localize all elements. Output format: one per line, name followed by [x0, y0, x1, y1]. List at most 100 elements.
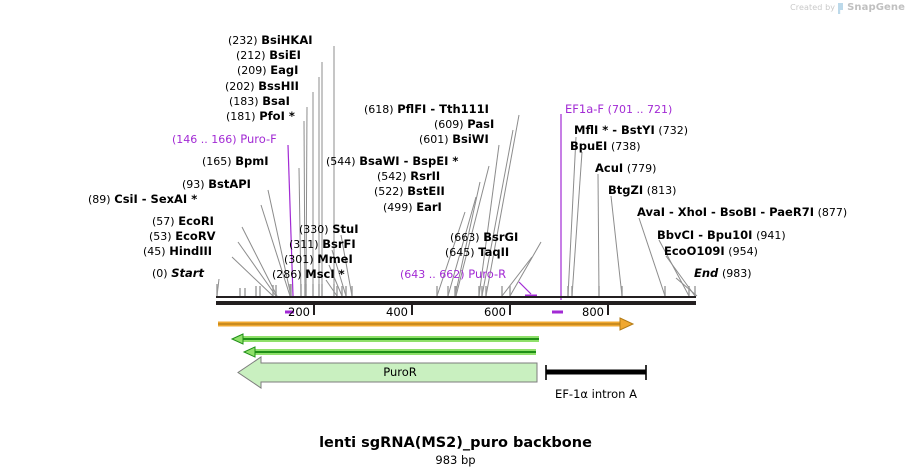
ruler-tick-600 [509, 305, 511, 315]
primer-position: (643 .. 662) [400, 268, 465, 281]
site-position: (209) [237, 64, 267, 77]
site-label-eari[interactable]: (499) EarI [383, 201, 442, 214]
site-label-bpuei[interactable]: BpuEI (738) [570, 140, 641, 153]
site-label-acui[interactable]: AcuI (779) [595, 162, 656, 175]
site-label-stui[interactable]: (330) StuI [299, 223, 359, 236]
site-name: EagI [270, 63, 299, 77]
site-position: (499) [383, 201, 413, 214]
site-position: (330) [299, 223, 329, 236]
site-position: (212) [236, 49, 266, 62]
site-name: MmeI [317, 252, 353, 266]
site-label-mflii-bstyi[interactable]: MflI * - BstYI (732) [574, 124, 688, 137]
primer-position: (701 .. 721) [607, 103, 673, 116]
site-name: HindIII [169, 244, 213, 258]
primer-name: Puro-F [240, 132, 277, 146]
site-label-pasi[interactable]: (609) PasI [434, 118, 494, 131]
site-name: BsaWI - BspEI * [359, 154, 459, 168]
site-position: (89) [88, 193, 111, 206]
snapgene-logo-icon [838, 2, 844, 14]
site-label-bstapi[interactable]: (93) BstAPI [182, 178, 251, 191]
ruler-tick-400 [411, 305, 413, 315]
site-label-ecorv[interactable]: (53) EcoRV [149, 230, 216, 243]
site-label-bpmi[interactable]: (165) BpmI [202, 155, 269, 168]
site-position: (93) [182, 178, 205, 191]
site-label-hindiii[interactable]: (45) HindIII [143, 245, 212, 258]
site-label-ecori[interactable]: (57) EcoRI [152, 215, 214, 228]
site-label-bsiwi[interactable]: (601) BsiWI [419, 133, 489, 146]
site-name: BpuEI [570, 139, 608, 153]
watermark-brand: SnapGene [847, 2, 905, 13]
site-name: CsiI - SexAI * [114, 192, 198, 206]
site-label-bsshii[interactable]: (202) BssHII [225, 80, 299, 93]
plasmid-length: 983 bp [435, 453, 476, 467]
primer-name: EF1a-F [565, 102, 605, 116]
site-name: AcuI [595, 161, 624, 175]
site-name: BsiHKAI [261, 33, 313, 47]
site-position: (202) [225, 80, 255, 93]
ruler-tick-label-600: 600 [484, 305, 506, 319]
site-name: BstAPI [208, 177, 251, 191]
site-position: (732) [658, 124, 689, 137]
primer-name: Puro-R [468, 267, 507, 281]
site-position: (954) [728, 245, 758, 258]
site-label-mmei[interactable]: (301) MmeI [284, 253, 353, 266]
site-position: (311) [289, 238, 319, 251]
site-label-rsrii[interactable]: (542) RsrII [377, 170, 440, 183]
site-name: BsrFI [322, 237, 356, 251]
site-name: RsrII [410, 169, 441, 183]
site-name: EcoRV [175, 229, 216, 243]
site-position: (983) [721, 267, 752, 280]
site-label-bsihkai[interactable]: (232) BsiHKAI [228, 34, 313, 47]
site-name: BsiEI [269, 48, 301, 62]
site-position: (183) [229, 95, 259, 108]
site-label-bsteii[interactable]: (522) BstEII [374, 185, 445, 198]
site-label-end[interactable]: End (983) [694, 267, 752, 280]
ruler-tick-label-400: 400 [386, 305, 408, 319]
site-name: MscI * [305, 267, 345, 281]
site-label-taqii[interactable]: (645) TaqII [445, 246, 509, 259]
site-position: (601) [419, 133, 449, 146]
site-position: (57) [152, 215, 175, 228]
site-name: PflFI - Tth111I [397, 102, 489, 116]
site-label-bsai[interactable]: (183) BsaI [229, 95, 290, 108]
site-name: PfoI * [259, 109, 295, 123]
primer-position: (146 .. 166) [172, 133, 237, 146]
site-label-bsrgi[interactable]: (663) BsrGI [450, 231, 518, 244]
site-label-bsawi-bspei[interactable]: (544) BsaWI - BspEI * [326, 155, 458, 168]
site-label-csii-sexai[interactable]: (89) CsiI - SexAI * [88, 193, 197, 206]
site-label-eagi[interactable]: (209) EagI [237, 64, 298, 77]
site-label-start[interactable]: (0) Start [152, 267, 204, 280]
site-name: EcoO109I [664, 244, 725, 258]
primer-label-ef1a-f[interactable]: EF1a-F (701 .. 721) [565, 103, 672, 116]
feature-label-puror: PuroR [383, 365, 417, 379]
site-label-avai-xhoi-bsobi-paer7i[interactable]: AvaI - XhoI - BsoBI - PaeR7I (877) [637, 206, 847, 219]
primer-label-puro-f[interactable]: (146 .. 166) Puro-F [172, 133, 277, 146]
site-label-btgzi[interactable]: BtgZI (813) [608, 184, 676, 197]
ruler-tick-label-800: 800 [582, 305, 604, 319]
site-label-ecoo109i[interactable]: EcoO109I (954) [664, 245, 758, 258]
ruler-line-main [216, 301, 696, 305]
site-label-bsiei[interactable]: (212) BsiEI [236, 49, 301, 62]
site-name: BpmI [235, 154, 269, 168]
site-position: (522) [374, 185, 404, 198]
site-label-bbvci-bpu10i[interactable]: BbvCI - Bpu10I (941) [657, 229, 786, 242]
site-name: PasI [467, 117, 495, 131]
site-label-bsrfi[interactable]: (311) BsrFI [289, 238, 356, 251]
site-label-pflfi-tth111i[interactable]: (618) PflFI - Tth111I [364, 103, 489, 116]
site-name: EcoRI [178, 214, 214, 228]
site-name: Start [171, 266, 204, 280]
site-label-msci[interactable]: (286) MscI * [272, 268, 345, 281]
site-position: (544) [326, 155, 356, 168]
primer-label-puro-r[interactable]: (643 .. 662) Puro-R [400, 268, 506, 281]
snapgene-watermark: Created by SnapGene [790, 2, 905, 14]
site-position: (618) [364, 103, 394, 116]
site-label-pfoi[interactable]: (181) PfoI * [226, 110, 295, 123]
